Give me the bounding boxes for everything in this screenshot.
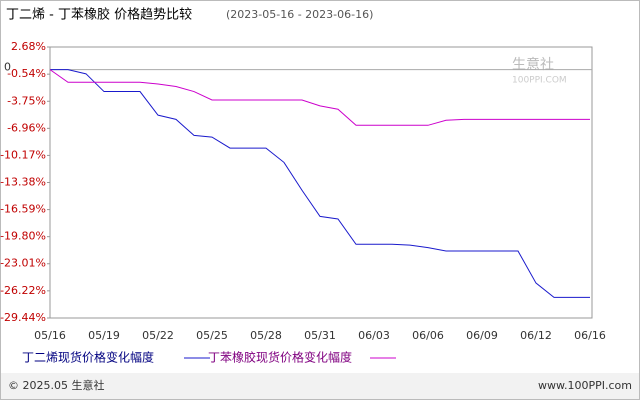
x-tick-label: 06/03 (358, 329, 390, 342)
y-tick-label: -13.38% (0, 176, 46, 189)
y-tick-label: -29.44% (0, 311, 46, 324)
y-tick-label: -23.01% (0, 257, 46, 270)
y-tick-label: -0.54% (7, 67, 46, 80)
x-tick-label: 05/31 (304, 329, 336, 342)
x-tick-label: 05/28 (250, 329, 282, 342)
y-tick-label: -19.80% (0, 230, 46, 243)
series-line (50, 69, 590, 298)
y-tick-label: -16.59% (0, 203, 46, 216)
plot-area (49, 46, 593, 319)
footer-band (1, 373, 639, 399)
footer-left: © 2025.05 生意社 (8, 378, 104, 392)
x-tick-label: 06/12 (520, 329, 552, 342)
y-tick-label: -3.75% (7, 94, 46, 107)
x-tick-label: 06/16 (574, 329, 606, 342)
x-tick-label: 05/22 (142, 329, 174, 342)
y-tick-label: 2.68% (11, 40, 46, 53)
x-tick-label: 06/06 (412, 329, 444, 342)
y-tick-label: -26.22% (0, 284, 46, 297)
zero-label: 0 (4, 61, 11, 74)
x-tick-label: 05/19 (88, 329, 120, 342)
footer-right: www.100PPI.com (538, 379, 632, 392)
y-tick-label: -10.17% (0, 148, 46, 161)
x-tick-label: 05/25 (196, 329, 228, 342)
legend-label: 丁苯橡胶现货价格变化幅度 (208, 350, 352, 365)
series-line (49, 69, 590, 126)
x-tick-label: 06/09 (466, 329, 498, 342)
x-tick-label: 05/16 (34, 329, 66, 342)
watermark: 生意社 (512, 56, 554, 73)
legend-label: 丁二烯现货价格变化幅度 (22, 350, 154, 365)
chart-subtitle: (2023-05-16 - 2023-06-16) (226, 8, 373, 21)
y-tick-label: -6.96% (7, 121, 46, 134)
watermark: 100PPI.COM (512, 76, 567, 86)
chart-title: 丁二烯 - 丁苯橡胶 价格趋势比较 (6, 7, 192, 23)
